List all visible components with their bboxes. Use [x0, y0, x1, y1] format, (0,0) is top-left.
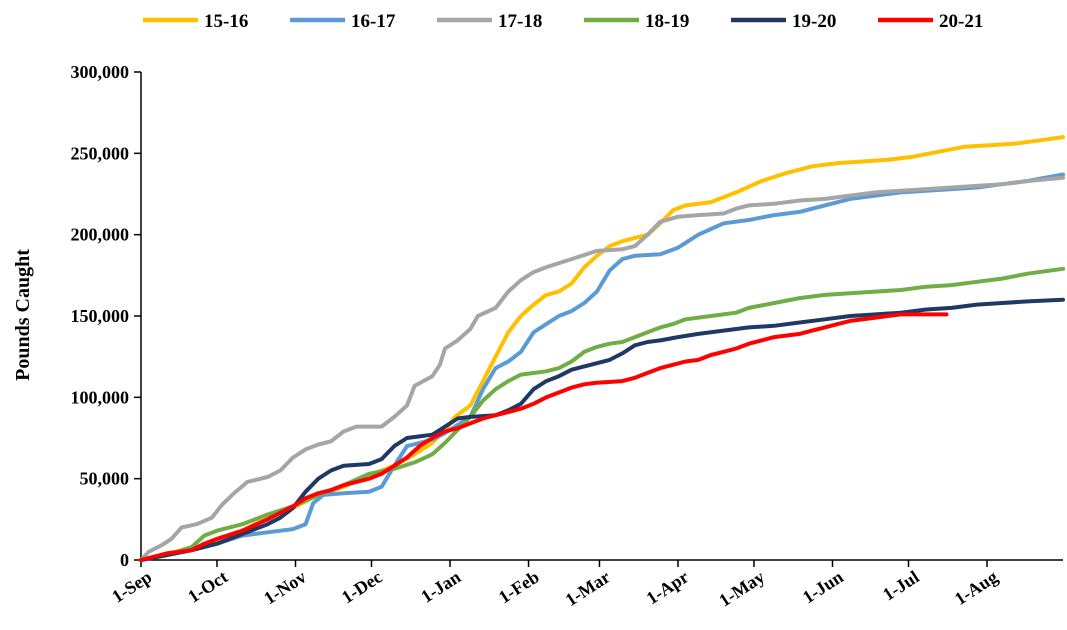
y-tick-label: 300,000 — [71, 62, 130, 82]
x-tick-label: 1-Oct — [184, 567, 231, 607]
x-tick-label: 1-Dec — [338, 567, 386, 608]
y-tick-label: 150,000 — [71, 306, 130, 326]
series-line-17-18 — [139, 175, 1065, 562]
x-tick-label: 1-Jun — [799, 567, 847, 608]
series-line-20-21 — [139, 312, 949, 562]
x-tick-label: 1-Aug — [951, 567, 1001, 609]
legend: 15-16 16-17 17-18 18-19 19-20 20-21 — [143, 11, 983, 32]
x-tick-label: 1-Apr — [643, 567, 692, 609]
series-line-19-20 — [139, 297, 1065, 562]
y-axis-title: Pounds Caught — [12, 249, 34, 381]
legend-label-19-20: 19-20 — [792, 11, 836, 32]
x-tick-label: 1-Mar — [562, 567, 614, 610]
x-tick-label: 1-Jan — [417, 567, 464, 607]
series-line-15-16 — [139, 135, 1065, 562]
x-tick-label: 1-May — [715, 567, 768, 611]
y-tick-label: 50,000 — [80, 469, 130, 489]
series-line-16-17 — [139, 172, 1065, 562]
x-tick-label: 1-Jul — [879, 567, 923, 605]
x-axis: 1-Sep 1-Oct 1-Nov 1-Dec 1-Jan 1-Feb 1-Mar 1-Apr… — [108, 559, 1063, 611]
y-tick-label: 0 — [120, 550, 129, 570]
series-lines — [139, 135, 1065, 562]
y-axis: 0 50,000 100,000 150,000 200,000 250,000 300,0… — [71, 62, 142, 570]
legend-label-20-21: 20-21 — [939, 11, 983, 32]
legend-label-17-18: 17-18 — [498, 11, 542, 32]
y-tick-label: 250,000 — [71, 143, 130, 163]
legend-label-16-17: 16-17 — [351, 11, 396, 32]
legend-label-18-19: 18-19 — [645, 11, 689, 32]
y-tick-label: 100,000 — [71, 387, 130, 407]
x-tick-label: 1-Sep — [108, 567, 155, 607]
x-tick-label: 1-Feb — [495, 567, 543, 608]
y-tick-label: 200,000 — [71, 225, 130, 245]
x-tick-label: 1-Nov — [260, 567, 309, 609]
legend-label-15-16: 15-16 — [204, 11, 248, 32]
